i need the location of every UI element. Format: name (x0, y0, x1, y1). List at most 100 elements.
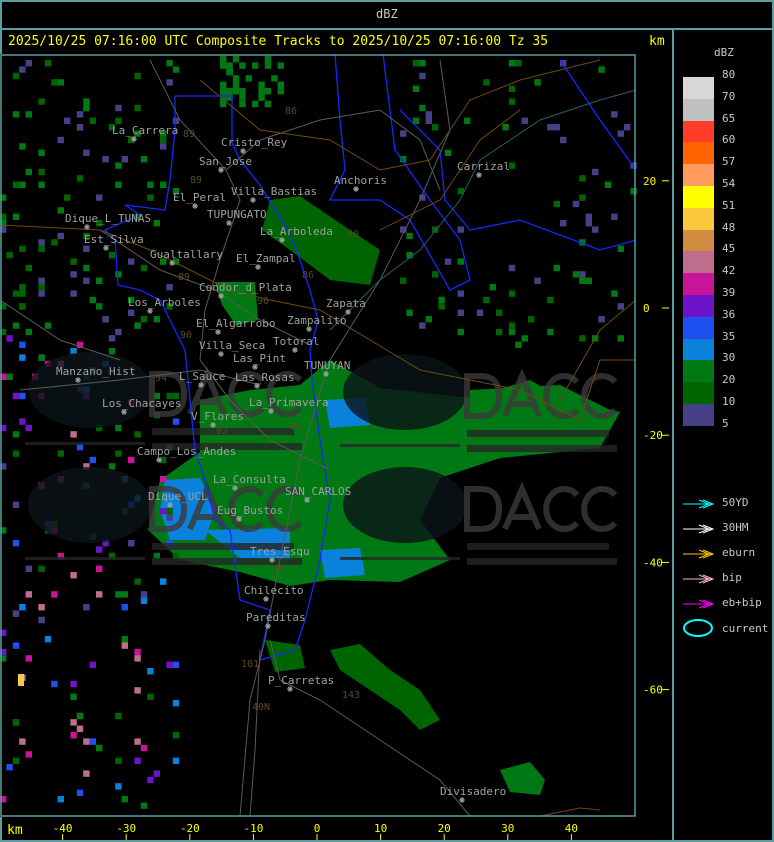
district-boundary (399, 109, 637, 251)
echo-pixel (425, 316, 432, 323)
echo-pixel (617, 245, 624, 252)
echo-pixel (115, 591, 122, 598)
echo-pixel (617, 335, 624, 342)
echo-pixel (108, 124, 116, 131)
legend-level-label: 70 (722, 89, 736, 103)
echo-pixel (70, 348, 77, 355)
echo-pixel (76, 175, 84, 182)
echo-pixel (76, 341, 84, 348)
place-label: TUPUNGATO (207, 208, 267, 221)
echo-pixel (102, 540, 109, 547)
place-marker-icon (306, 326, 312, 332)
watermark-logo-icon (25, 467, 303, 565)
place-label: Cristo_Rey (221, 136, 288, 149)
echo-pixel (560, 220, 567, 227)
track-arrow-icon (683, 599, 715, 609)
echo-pixel (19, 66, 26, 73)
place-label: Las_Pint (233, 352, 286, 365)
echo-pixel (0, 463, 7, 470)
watermark-logo-icon (340, 467, 618, 565)
echo-pixel (553, 124, 560, 131)
place-label: La_Primavera (249, 396, 328, 409)
x-axis-unit: km (7, 823, 23, 838)
echo-pixel (83, 245, 90, 252)
echo-pixel (147, 668, 154, 675)
radar-map[interactable]: La_Carrera Cristo_Rey San_Jose Villa_Bastia… (0, 54, 637, 817)
echo-pixel (115, 712, 122, 720)
echo-pixel (121, 796, 128, 803)
place-marker-icon (232, 485, 238, 491)
legend-level-label: 39 (722, 286, 736, 299)
place-marker-icon (236, 516, 242, 522)
echo-pixel (44, 636, 52, 643)
echo-pixel (51, 680, 58, 688)
echo-pixel (70, 732, 77, 739)
top-title: dBZ (376, 7, 398, 21)
echo-region-30dbz (320, 548, 365, 578)
place-marker-icon (345, 309, 351, 315)
echo-pixel (515, 341, 522, 348)
echo-pixel (134, 578, 141, 585)
place-label: Eug_Bustos (217, 504, 283, 517)
place-marker-icon (218, 293, 224, 299)
echo-pixel (140, 744, 148, 752)
echo-pixel (226, 62, 233, 69)
echo-pixel (534, 79, 541, 86)
echo-pixel (12, 181, 20, 188)
echo-pixel (444, 149, 452, 156)
echo-pixel (128, 456, 135, 464)
echo-pixel (25, 328, 32, 336)
echo-pixel (25, 751, 32, 758)
echo-pixel (406, 252, 413, 259)
echo-pixel (57, 136, 64, 144)
place-marker-icon (121, 409, 127, 415)
echo-pixel (38, 245, 45, 252)
road (0, 299, 121, 361)
echo-pixel (57, 796, 64, 803)
echo-pixel (12, 610, 20, 617)
echo-pixel (264, 88, 272, 95)
echo-pixel (483, 296, 490, 304)
echo-pixel (579, 271, 586, 278)
echo-pixel (38, 277, 45, 284)
place-label: El_Algarrobo (196, 317, 275, 330)
place-marker-icon (254, 383, 260, 389)
echo-pixel (412, 85, 420, 92)
place-label: Tres_Esqu (250, 545, 310, 558)
river (379, 109, 521, 231)
echo-pixel (153, 316, 160, 323)
echo-pixel (172, 188, 180, 195)
place-marker-icon (192, 203, 198, 209)
echo-pixel (115, 162, 122, 169)
echo-pixel (38, 239, 45, 246)
echo-pixel (220, 62, 227, 69)
echo-pixel (412, 117, 420, 124)
echo-pixel (108, 348, 116, 355)
echo-pixel (444, 258, 452, 265)
echo-pixel (96, 591, 103, 598)
echo-pixel (83, 149, 90, 156)
place-label: P_Carretas (268, 674, 334, 687)
echo-pixel (220, 81, 227, 88)
echo-pixel (38, 354, 45, 361)
place-marker-icon (84, 224, 90, 230)
echo-pixel (25, 591, 32, 598)
echo-pixel (419, 72, 426, 80)
legend-level-label: 10 (722, 395, 736, 408)
echo-pixel (134, 72, 141, 80)
echo-pixel (476, 309, 484, 316)
echo-pixel (96, 277, 103, 284)
track-arrow-icon (683, 574, 715, 584)
legend-swatch (683, 120, 714, 143)
district-boundary (328, 54, 471, 291)
echo-pixel (76, 712, 84, 720)
echo-pixel (630, 188, 637, 195)
echo-pixel (598, 66, 605, 73)
place-marker-icon (252, 364, 258, 370)
legend-frame (672, 28, 774, 842)
echo-pixel (553, 264, 560, 272)
echo-pixel (19, 303, 26, 310)
echo-pixel (70, 271, 77, 278)
place-marker-icon (75, 377, 81, 383)
